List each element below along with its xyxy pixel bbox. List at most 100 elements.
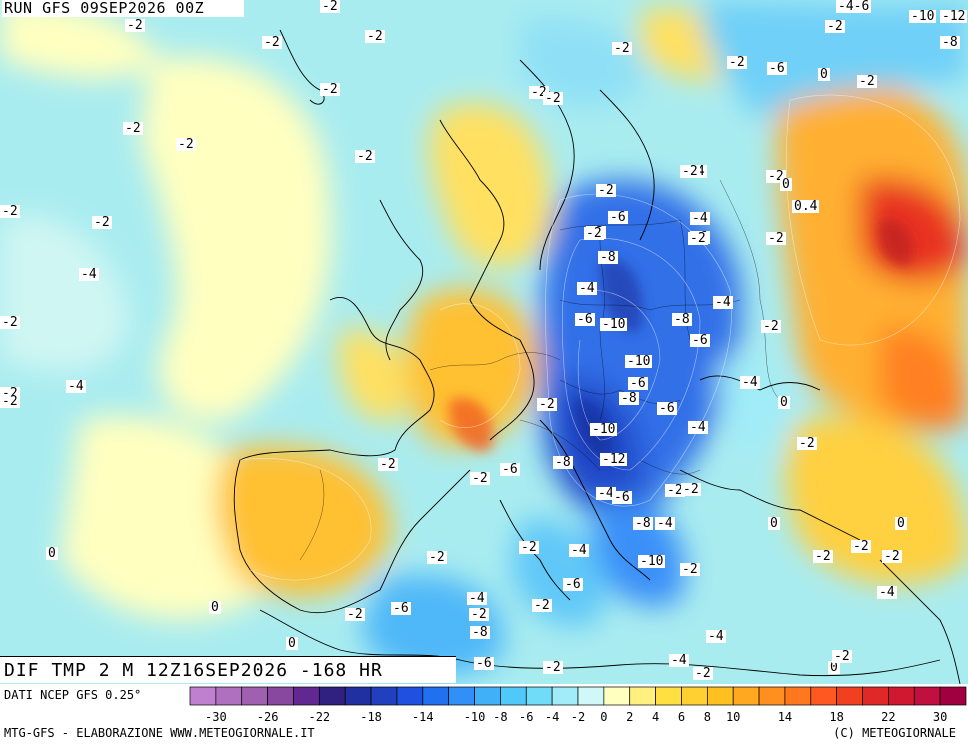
map-field [0,0,968,684]
colorbar-tick: 10 [725,710,741,724]
value-label: -2 [761,319,781,334]
value-label: 0 [768,516,780,531]
value-label: -6 [608,210,628,225]
colorbar-tick: -10 [463,710,486,724]
value-label: -6 [474,656,494,671]
value-label: -2 [857,74,877,89]
value-label: -8 [619,391,639,406]
value-label: -6 [690,333,710,348]
value-label: -4 [66,379,86,394]
value-label: 0 [780,177,792,192]
colorbar-tick: -6 [519,710,534,724]
colorbar-swatch [448,686,475,706]
value-label: -2 [693,666,713,681]
value-label: -8 [633,516,653,531]
colorbar-swatch [913,686,941,706]
colorbar-swatch [655,686,682,706]
value-label: -12 [940,9,968,24]
colorbar-tick: 6 [677,710,686,724]
value-label: -2 [355,149,375,164]
value-label: -2 [680,562,700,577]
footer: DATI NCEP GFS 0.25° -30 -26 -22 -18 -14 -10 -8… [0,684,968,745]
value-label: -4 [79,267,99,282]
value-label: -2 [797,436,817,451]
colorbar-tick: 8 [703,710,711,724]
value-label: -2 [543,660,563,675]
colorbar-tick: 2 [626,710,634,724]
value-label: -2 [825,19,845,34]
value-label: -4 [577,281,597,296]
value-label: -6 [563,577,583,592]
value-label: -2 [665,483,685,498]
credit-left: MTG-GFS - ELABORAZIONE WWW.METEOGIORNALE… [4,726,315,740]
value-label: -4 [655,516,675,531]
colorbar-swatch [293,686,320,706]
value-label: -4 [569,543,589,558]
value-label: -4 [713,295,733,310]
colorbar-swatch [396,686,424,706]
value-label: 0 [895,516,907,531]
colorbar-tick: 4 [651,710,660,724]
colorbar-tick: 22 [881,710,896,724]
colorbar-swatch [370,686,398,706]
colorbar-swatch [888,686,915,706]
value-label: -10 [600,317,628,332]
colorbar-tick: 14 [777,710,793,724]
value-label: -4 [706,629,726,644]
colorbar-swatch [784,686,812,706]
colorbar-swatch [577,686,605,706]
value-label: -6 [391,601,411,616]
colorbar-swatch [706,686,734,706]
run-label: RUN GFS 09SEP2026 00Z [2,0,245,17]
value-label: -6 [657,401,677,416]
value-label: 0 [209,600,221,615]
value-label: -6 [612,490,632,505]
value-label: -8 [553,455,573,470]
value-label: -2 [680,164,700,179]
value-label: -12 [600,452,628,467]
value-label: -2 [727,55,747,70]
value-label: -2 [125,18,145,33]
value-label: 0 [818,67,830,82]
value-label: -6 [767,61,787,76]
colorbar-swatch [939,686,967,706]
colorbar-swatch [267,686,294,706]
value-label: -8 [940,35,960,50]
value-label: 0 [778,395,790,410]
value-label: 0 [828,660,840,675]
temperature-anomaly-map: RUN GFS 09SEP2026 00Z -2 -2 -2 -2 -2 -2 -2 -2 -4… [0,0,968,684]
value-label: -4 [467,591,487,606]
value-label: -8 [598,250,618,265]
value-label: -2 [345,607,365,622]
value-label: -6 [628,376,648,391]
credit-right: (C) METEOGIORNALE [833,726,956,740]
borders [299,179,781,561]
value-label: -2 [813,549,833,564]
colorbar-swatch [603,686,631,706]
value-label: -2 [584,226,604,241]
value-label: -2 [681,482,701,497]
value-label: -6 [500,462,520,477]
colorbar-swatch [836,686,863,706]
value-label: -2 [851,539,871,554]
value-label: 0 [46,546,58,561]
value-label: -10 [909,9,937,24]
value-label: -2 [469,607,489,622]
colorbar-swatch [344,686,372,706]
colorbar-swatch [862,686,889,706]
value-label: -2 [519,540,539,555]
map-title: DIF TMP 2 M 12Z16SEP2026 -168 HR [0,656,456,683]
value-label: -2 [427,550,447,565]
value-label: -2 [596,183,616,198]
colorbar-swatch [189,686,217,706]
data-source: DATI NCEP GFS 0.25° [4,688,142,702]
value-label: -2 [688,231,708,246]
value-label: -10 [625,354,653,369]
value-label: -2 [365,29,385,44]
colorbar-tick: 0 [600,710,608,724]
value-label: -4-6 [836,0,872,14]
value-label: -4 [669,653,689,668]
colorbar-tick: -14 [411,710,434,724]
colorbar-tick: -8 [493,710,508,724]
value-label: -2 [832,649,852,664]
